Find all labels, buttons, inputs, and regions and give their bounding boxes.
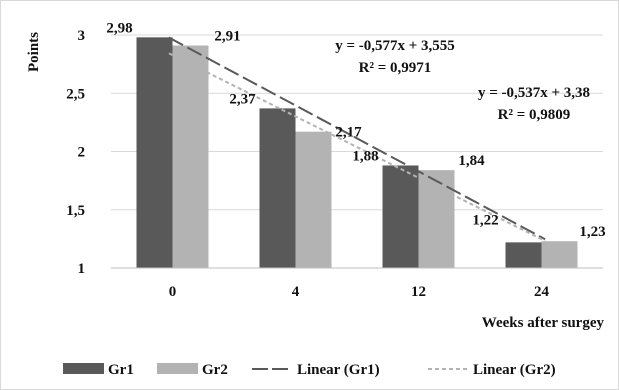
bar-gr2	[418, 170, 455, 268]
trendline-linear-gr2	[168, 52, 546, 242]
bar-gr2	[172, 45, 209, 268]
bar-gr1	[136, 37, 173, 268]
legend-label-linear-gr1: Linear (Gr1)	[297, 362, 380, 378]
x-tick-label: 0	[169, 284, 177, 300]
data-label-gr1: 1,88	[352, 148, 378, 164]
data-label-gr2: 2,91	[214, 28, 240, 44]
legend-label-gr1: Gr1	[108, 362, 134, 378]
y-tick-label: 2,5	[66, 86, 85, 102]
trendline-linear-gr1	[168, 36, 546, 241]
trendline-equation-gr2: y = -0,537x + 3,38	[478, 85, 590, 101]
x-tick-label: 4	[292, 284, 300, 300]
legend-swatch-gr2	[157, 363, 198, 374]
x-tick-label: 24	[534, 284, 550, 300]
trendline-equation-gr1: y = -0,577x + 3,555	[335, 38, 455, 54]
legend: Gr1 Gr2 Linear (Gr1) Linear (Gr2)	[63, 362, 556, 378]
y-tick-label: 3	[78, 28, 86, 44]
y-tick-label: 1	[78, 261, 86, 277]
y-axis-label: Points	[26, 32, 42, 72]
data-label-gr2: 1,84	[458, 153, 485, 169]
trendline-r2-gr2: R² = 0,9809	[498, 107, 571, 123]
y-tick-label: 2	[78, 145, 86, 161]
bars	[136, 37, 578, 269]
legend-label-linear-gr2: Linear (Gr2)	[473, 362, 556, 378]
data-labels: 2,98 2,37 1,88 1,22 2,91 2,17 1,84 1,23	[106, 20, 605, 240]
data-label-gr1: 2,98	[106, 20, 132, 36]
bar-gr2	[295, 131, 332, 268]
x-tick-label: 12	[411, 284, 426, 300]
bar-gr1	[382, 165, 419, 268]
bar-gr1	[259, 108, 296, 269]
legend-swatch-gr1	[63, 363, 104, 374]
data-label-gr1: 2,37	[229, 91, 256, 107]
data-label-gr1: 1,22	[472, 212, 498, 228]
x-axis-label: Weeks after surgey	[482, 315, 605, 331]
data-label-gr2: 1,23	[579, 224, 605, 240]
trendlines	[168, 36, 546, 242]
bar-gr1	[505, 242, 542, 268]
data-label-gr2: 2,17	[335, 125, 362, 141]
y-axis-ticks: 1 1,5 2 2,5 3	[66, 28, 85, 277]
legend-label-gr2: Gr2	[202, 362, 228, 378]
trendline-r2-gr1: R² = 0,9971	[359, 60, 432, 76]
bar-gr2	[541, 241, 578, 268]
x-axis-ticks: 0 4 12 24	[169, 284, 550, 300]
y-tick-label: 1,5	[66, 203, 85, 219]
